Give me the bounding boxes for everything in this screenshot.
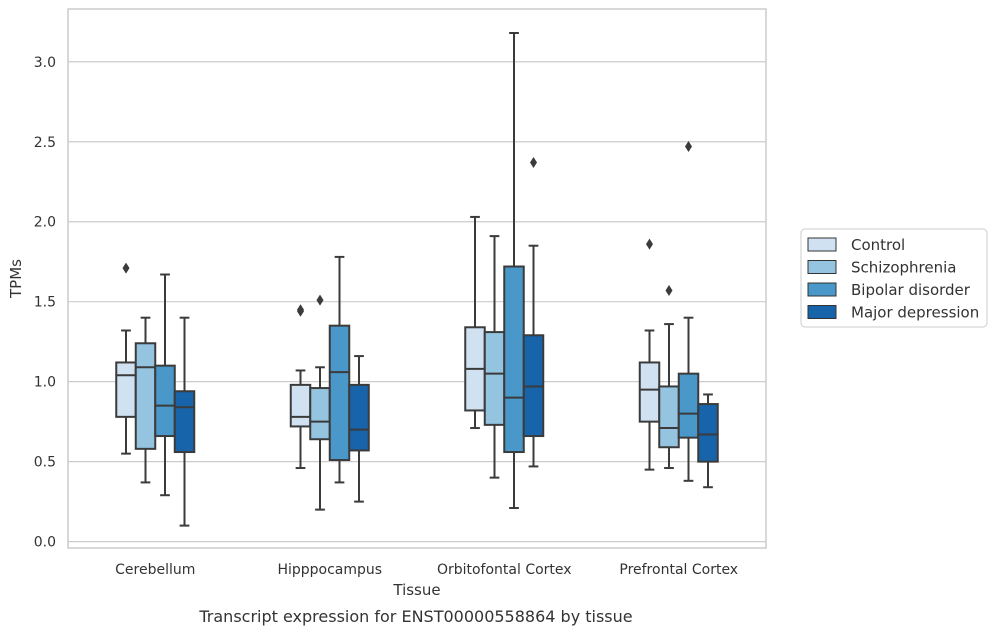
boxes [115,31,719,527]
plot-frame [67,8,767,549]
box-iqr [483,331,506,426]
chart-caption: Transcript expression for ENST0000055886… [198,607,632,626]
box-plot [289,304,312,470]
box-plot [658,284,680,470]
outlier-point [297,304,304,316]
box-iqr [154,364,176,438]
y-tick-label: 0.5 [34,455,56,471]
outlier-point [530,157,537,169]
y-axis-ticks: 0.0 0.5 1.0 1.5 2.0 2.5 3.0 [34,55,56,551]
box-iqr [677,372,700,439]
box-iqr [658,385,680,449]
x-tick-label: Cerebellum [115,562,195,578]
x-axis-ticks: Cerebellum Hipppocampus Orbitofontal Corte… [115,562,738,578]
box-iqr [134,342,157,450]
box-plot [154,273,176,497]
box-iqr [638,361,661,423]
outlier-point [316,294,324,306]
legend-swatch [807,237,837,252]
legend-swatch [807,260,837,274]
box-iqr [173,390,196,454]
box-plot [173,316,196,527]
y-tick-label: 3.0 [34,55,56,71]
box-plot [348,355,370,503]
box-plot [522,157,545,468]
outlier-point [122,262,130,274]
box-iqr [503,265,525,454]
legend: Control Schizophrenia Bipolar disorder Majo… [800,228,988,328]
box-plot [697,393,719,489]
box-iqr [115,361,137,418]
y-tick-label: 2.0 [34,215,56,231]
box-iqr [328,324,351,462]
box-iqr [309,387,331,441]
box-plot [328,255,351,484]
y-axis-label: TPMs [7,259,25,299]
box-plot [309,294,331,511]
box-iqr [697,403,719,463]
legend-label: Bipolar disorder [851,281,971,299]
box-plot [503,31,525,510]
x-tick-label: Orbitofontal Cortex [437,562,572,578]
y-tick-label: 1.0 [34,375,56,391]
box-plot [483,235,506,479]
box-plot [134,316,157,484]
gridlines [68,61,766,543]
y-tick-label: 0.0 [34,535,56,551]
y-tick-label: 2.5 [34,135,56,151]
box-plot [677,141,700,482]
legend-label: Control [851,236,905,254]
legend-swatch [807,305,837,319]
box-plot [115,262,137,455]
box-iqr [289,383,312,428]
y-tick-label: 1.5 [34,295,56,311]
outlier-point [665,284,673,296]
x-tick-label: Hipppocampus [277,562,382,578]
x-tick-label: Prefrontal Cortex [619,562,738,578]
legend-frame [800,228,988,328]
box-iqr [348,383,370,452]
legend-label: Major depression [851,304,979,322]
outlier-point [685,141,692,153]
box-plot [464,215,486,430]
outlier-point [646,238,653,250]
x-axis-label: Tissue [392,581,440,599]
box-plot [638,238,661,471]
legend-swatch [807,282,837,297]
legend-label: Schizophrenia [851,259,956,277]
